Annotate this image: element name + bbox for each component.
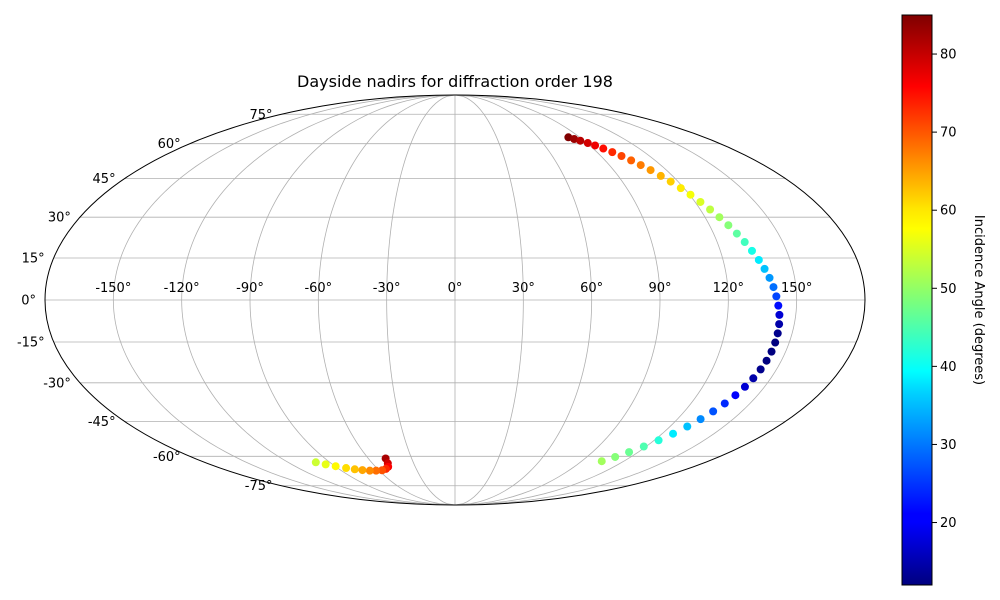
data-point [747, 246, 756, 255]
data-point [646, 166, 655, 175]
data-point [599, 144, 608, 153]
data-point [597, 457, 606, 466]
data-point [570, 134, 579, 143]
colorbar-tick-label: 60 [940, 204, 957, 219]
latitude-tick-label: 0° [21, 294, 36, 309]
data-point [639, 442, 648, 451]
longitude-tick-label: -120° [164, 281, 200, 296]
data-point [666, 177, 675, 186]
data-point [775, 320, 784, 329]
colorbar-tick-label: 50 [940, 282, 957, 297]
data-point [358, 466, 367, 475]
data-point [331, 462, 340, 471]
longitude-tick-label: 0° [448, 281, 463, 296]
data-point [724, 221, 733, 230]
data-point [749, 374, 758, 383]
data-point [720, 399, 729, 408]
latitude-tick-label: 30° [48, 211, 71, 226]
data-point [696, 415, 705, 424]
data-point [654, 436, 663, 445]
data-point [731, 391, 740, 400]
data-point [767, 347, 776, 356]
data-point [591, 141, 600, 150]
data-point [773, 329, 782, 338]
data-point [669, 429, 678, 438]
data-point [342, 464, 351, 473]
data-point [771, 338, 780, 347]
latitude-tick-label: 45° [93, 172, 116, 187]
data-point [740, 382, 749, 391]
data-point [756, 365, 765, 374]
data-points [311, 133, 784, 475]
data-point [774, 301, 783, 310]
data-point [775, 310, 784, 319]
longitude-tick-label: 90° [648, 281, 671, 296]
colorbar-tick-label: 40 [940, 360, 957, 375]
data-point [625, 448, 634, 457]
latitude-tick-label: 60° [158, 137, 181, 152]
data-point [709, 407, 718, 416]
data-point [715, 213, 724, 222]
longitude-tick-label: 120° [713, 281, 744, 296]
latitude-tick-labels: 75° 60° 45° 30° 15° 0° -15° -30° -45° -60° -75° [17, 108, 273, 494]
latitude-tick-label: -45° [88, 415, 116, 430]
longitude-tick-label: -150° [95, 281, 131, 296]
data-point [762, 356, 771, 365]
data-point [765, 273, 774, 282]
longitude-tick-label: 60° [580, 281, 603, 296]
longitude-tick-label: -90° [236, 281, 264, 296]
data-point [576, 136, 585, 145]
data-point [627, 156, 636, 165]
data-point [311, 458, 320, 467]
latitude-tick-label: -60° [153, 450, 181, 465]
latitude-tick-label: -75° [245, 479, 273, 494]
colorbar-tick-label: 70 [940, 126, 957, 141]
colorbar-tick-label: 30 [940, 438, 957, 453]
colorbar-tick-label: 80 [940, 48, 957, 63]
colorbar [901, 14, 933, 586]
map-boundary [44, 94, 866, 506]
data-point [696, 197, 705, 206]
colorbar-tick-label: 20 [940, 516, 957, 531]
data-point [772, 292, 781, 301]
latitude-tick-label: -15° [17, 335, 45, 350]
data-point [676, 184, 685, 193]
data-point [740, 238, 749, 247]
chart-title: Dayside nadirs for diffraction order 198 [297, 72, 613, 91]
data-point [754, 255, 763, 264]
data-point [372, 466, 381, 475]
data-point [365, 466, 374, 475]
latitude-tick-label: 15° [22, 252, 45, 267]
longitude-tick-labels: -150° -120° -90° -60° -30° 0° 30° 60° 90° 120° 150… [95, 281, 812, 296]
data-point [636, 161, 645, 170]
data-point [706, 205, 715, 214]
data-point [732, 229, 741, 238]
data-point [656, 171, 665, 180]
data-point [350, 465, 359, 474]
longitude-tick-label: -60° [304, 281, 332, 296]
latitude-tick-label: 75° [249, 108, 272, 123]
longitude-tick-label: 30° [512, 281, 535, 296]
data-point [683, 422, 692, 431]
data-point [686, 190, 695, 199]
data-point [769, 283, 778, 292]
data-point [611, 452, 620, 461]
colorbar-label: Incidence Angle (degrees) [971, 215, 986, 385]
longitude-tick-label: 150° [781, 281, 812, 296]
data-point [617, 152, 626, 160]
data-point [583, 139, 592, 148]
data-point [321, 460, 330, 469]
data-point [378, 466, 387, 475]
data-point [608, 148, 617, 157]
colorbar-ticks: 20 30 40 50 60 70 80 [932, 48, 957, 531]
longitude-tick-label: -30° [373, 281, 401, 296]
data-point [760, 264, 769, 273]
graticule [45, 95, 865, 505]
latitude-tick-label: -30° [43, 376, 71, 391]
